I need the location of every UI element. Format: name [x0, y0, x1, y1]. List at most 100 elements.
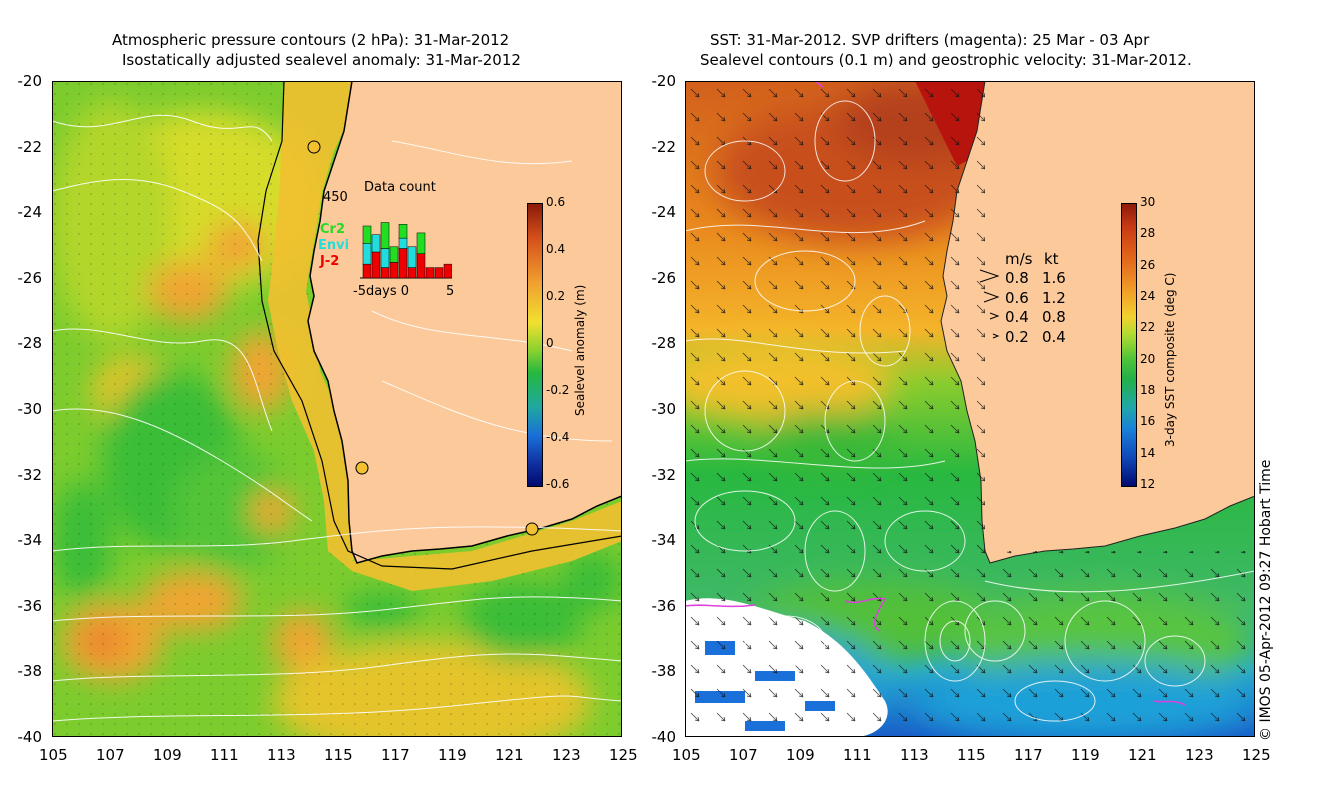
leftCbarTicks-tick: 0.6: [546, 195, 566, 209]
right-title-line1: SST: 31-Mar-2012. SVP drifters (magenta)…: [710, 31, 1150, 49]
inset-bar-j2: [425, 267, 435, 279]
left-x-ticks-label: 125: [609, 746, 638, 764]
left-x-ticks-label: 117: [381, 746, 410, 764]
right-x-ticks-label: 115: [957, 746, 986, 764]
right-y-ticks-label: -20: [651, 72, 677, 90]
inset-legend-cr2: Cr2: [320, 222, 345, 237]
inset-bar-j2: [443, 263, 452, 279]
left-x-ticks-label: 111: [210, 746, 239, 764]
leftCbarTicks-tick: -0.6: [546, 477, 570, 491]
left-x-ticks-label: 113: [267, 746, 296, 764]
sealevel-anomaly-map-graphic: [52, 81, 622, 737]
speed-legend-row2-ms: 0.6: [1005, 289, 1029, 307]
inset-legend-envi: Envi: [318, 238, 350, 253]
sealevel-colorbar: [527, 203, 543, 487]
imos-credit: © IMOS 05-Apr-2012 09:27 Hobart Time: [1258, 459, 1274, 741]
left-y-ticks-label: -38: [17, 662, 43, 681]
speed-legend-header-ms: m/s: [1005, 250, 1033, 268]
right-x-ticks-label: 111: [843, 746, 872, 764]
right-y-ticks-label: -26: [651, 268, 677, 287]
left-y-ticks-label: -34: [17, 531, 43, 550]
rightCbarTicks-tick: 30: [1140, 195, 1156, 209]
inset-bar-envi: [407, 246, 417, 268]
rightCbarTicks-tick: 14: [1140, 445, 1156, 460]
rightCbarTicks-tick: 12: [1140, 477, 1156, 491]
speed-legend-header-kt: kt: [1044, 250, 1059, 268]
speed-legend-arrows: [979, 269, 1000, 339]
right-y-ticks-label: -38: [651, 662, 677, 681]
right-x-ticks-label: 123: [1185, 746, 1214, 764]
inset-bar-j2: [398, 248, 408, 279]
inset-bar-envi: [371, 234, 381, 253]
inset-bar-cr2: [398, 224, 408, 239]
rightCbarTicks-tick: 16: [1140, 414, 1156, 429]
right-x-ticks-label: 117: [1014, 746, 1043, 764]
right-x-ticks-label: 107: [729, 746, 758, 764]
left-y-ticks-label: -26: [17, 268, 43, 287]
right-x-ticks-label: 105: [672, 746, 701, 764]
left-x-ticks-label: 109: [153, 746, 182, 764]
right-y-ticks-label: -30: [651, 400, 677, 418]
speed-legend-row1-ms: 0.8: [1005, 269, 1029, 287]
right-x-ticks-label: 109: [786, 746, 815, 764]
left-x-ticks-label: 107: [96, 746, 125, 764]
left-x-ticks-label: 123: [552, 746, 581, 764]
inset-bar-j2: [416, 253, 426, 279]
inset-bar-j2: [362, 263, 372, 279]
inset-bar-cr2: [389, 246, 399, 263]
inset-bar-cr2: [380, 222, 390, 249]
right-y-ticks-label: -40: [651, 728, 677, 746]
inset-bar-envi: [398, 237, 408, 249]
inset-title: Data count: [364, 180, 436, 195]
speed-legend-row4-ms: 0.2: [1005, 328, 1029, 346]
left-x-ticks-label: 105: [39, 746, 68, 764]
inset-xlabel: -5days 0: [353, 284, 410, 299]
left-x-ticks-label: 119: [438, 746, 467, 764]
inset-bar-cr2: [362, 225, 372, 244]
rightCbarTicks-tick: 18: [1140, 383, 1156, 397]
sst-colorbar: [1121, 203, 1137, 487]
inset-ymax-label: 450: [323, 190, 348, 205]
leftCbarTicks-tick: -0.4: [546, 430, 570, 444]
sst-colorbar-label: 3-day SST composite (deg C): [1163, 272, 1177, 447]
right-x-ticks-label: 121: [1128, 746, 1157, 764]
inset-xmax-label: 5: [446, 284, 455, 299]
inset-legend-j2: J-2: [320, 254, 340, 269]
left-y-ticks-label: -24: [17, 203, 43, 222]
inset-bar-envi: [380, 248, 390, 268]
left-title-line2: Isostatically adjusted sealevel anomaly:…: [122, 51, 521, 69]
right-y-ticks-label: -34: [651, 531, 677, 550]
right-y-ticks-label: -22: [651, 137, 677, 156]
inset-bar-j2: [380, 267, 390, 279]
speed-legend-row3-ms: 0.4: [1005, 308, 1029, 326]
sst-map: [685, 81, 1255, 737]
speed-legend-row3-kt: 0.8: [1042, 308, 1066, 326]
leftCbarTicks-tick: 0: [546, 336, 554, 350]
right-y-ticks-label: -36: [651, 596, 677, 615]
leftCbarTicks-tick: 0.4: [546, 242, 566, 256]
right-y-ticks-label: -24: [651, 203, 677, 222]
rightCbarTicks-tick: 20: [1140, 351, 1156, 366]
speed-legend-row4-kt: 0.4: [1042, 328, 1066, 346]
inset-bar-envi: [362, 243, 372, 265]
right-y-ticks-label: -32: [651, 465, 677, 484]
inset-data-count-chart: [360, 222, 452, 279]
left-y-ticks-label: -28: [17, 334, 43, 353]
sealevel-anomaly-map: [52, 81, 622, 737]
left-x-ticks-label: 121: [495, 746, 524, 764]
sealevel-colorbar-label: Sealevel anomaly (m): [573, 284, 587, 416]
inset-bar-j2: [434, 267, 444, 279]
leftCbarTicks-tick: -0.2: [546, 383, 570, 397]
sst-map-graphic: [685, 81, 1255, 737]
speed-legend-row2-kt: 1.2: [1042, 289, 1066, 307]
inset-bar-j2: [371, 251, 381, 279]
left-y-ticks-label: -32: [17, 465, 43, 484]
leftCbarTicks-tick: 0.2: [546, 289, 566, 303]
left-title-line1: Atmospheric pressure contours (2 hPa): 3…: [112, 31, 510, 49]
left-y-ticks-label: -40: [17, 728, 43, 746]
rightCbarTicks-tick: 28: [1140, 226, 1156, 241]
right-x-ticks-label: 125: [1242, 746, 1271, 764]
right-x-ticks-label: 119: [1071, 746, 1100, 764]
left-y-ticks-label: -22: [17, 137, 43, 156]
rightCbarTicks-tick: 26: [1140, 257, 1156, 272]
